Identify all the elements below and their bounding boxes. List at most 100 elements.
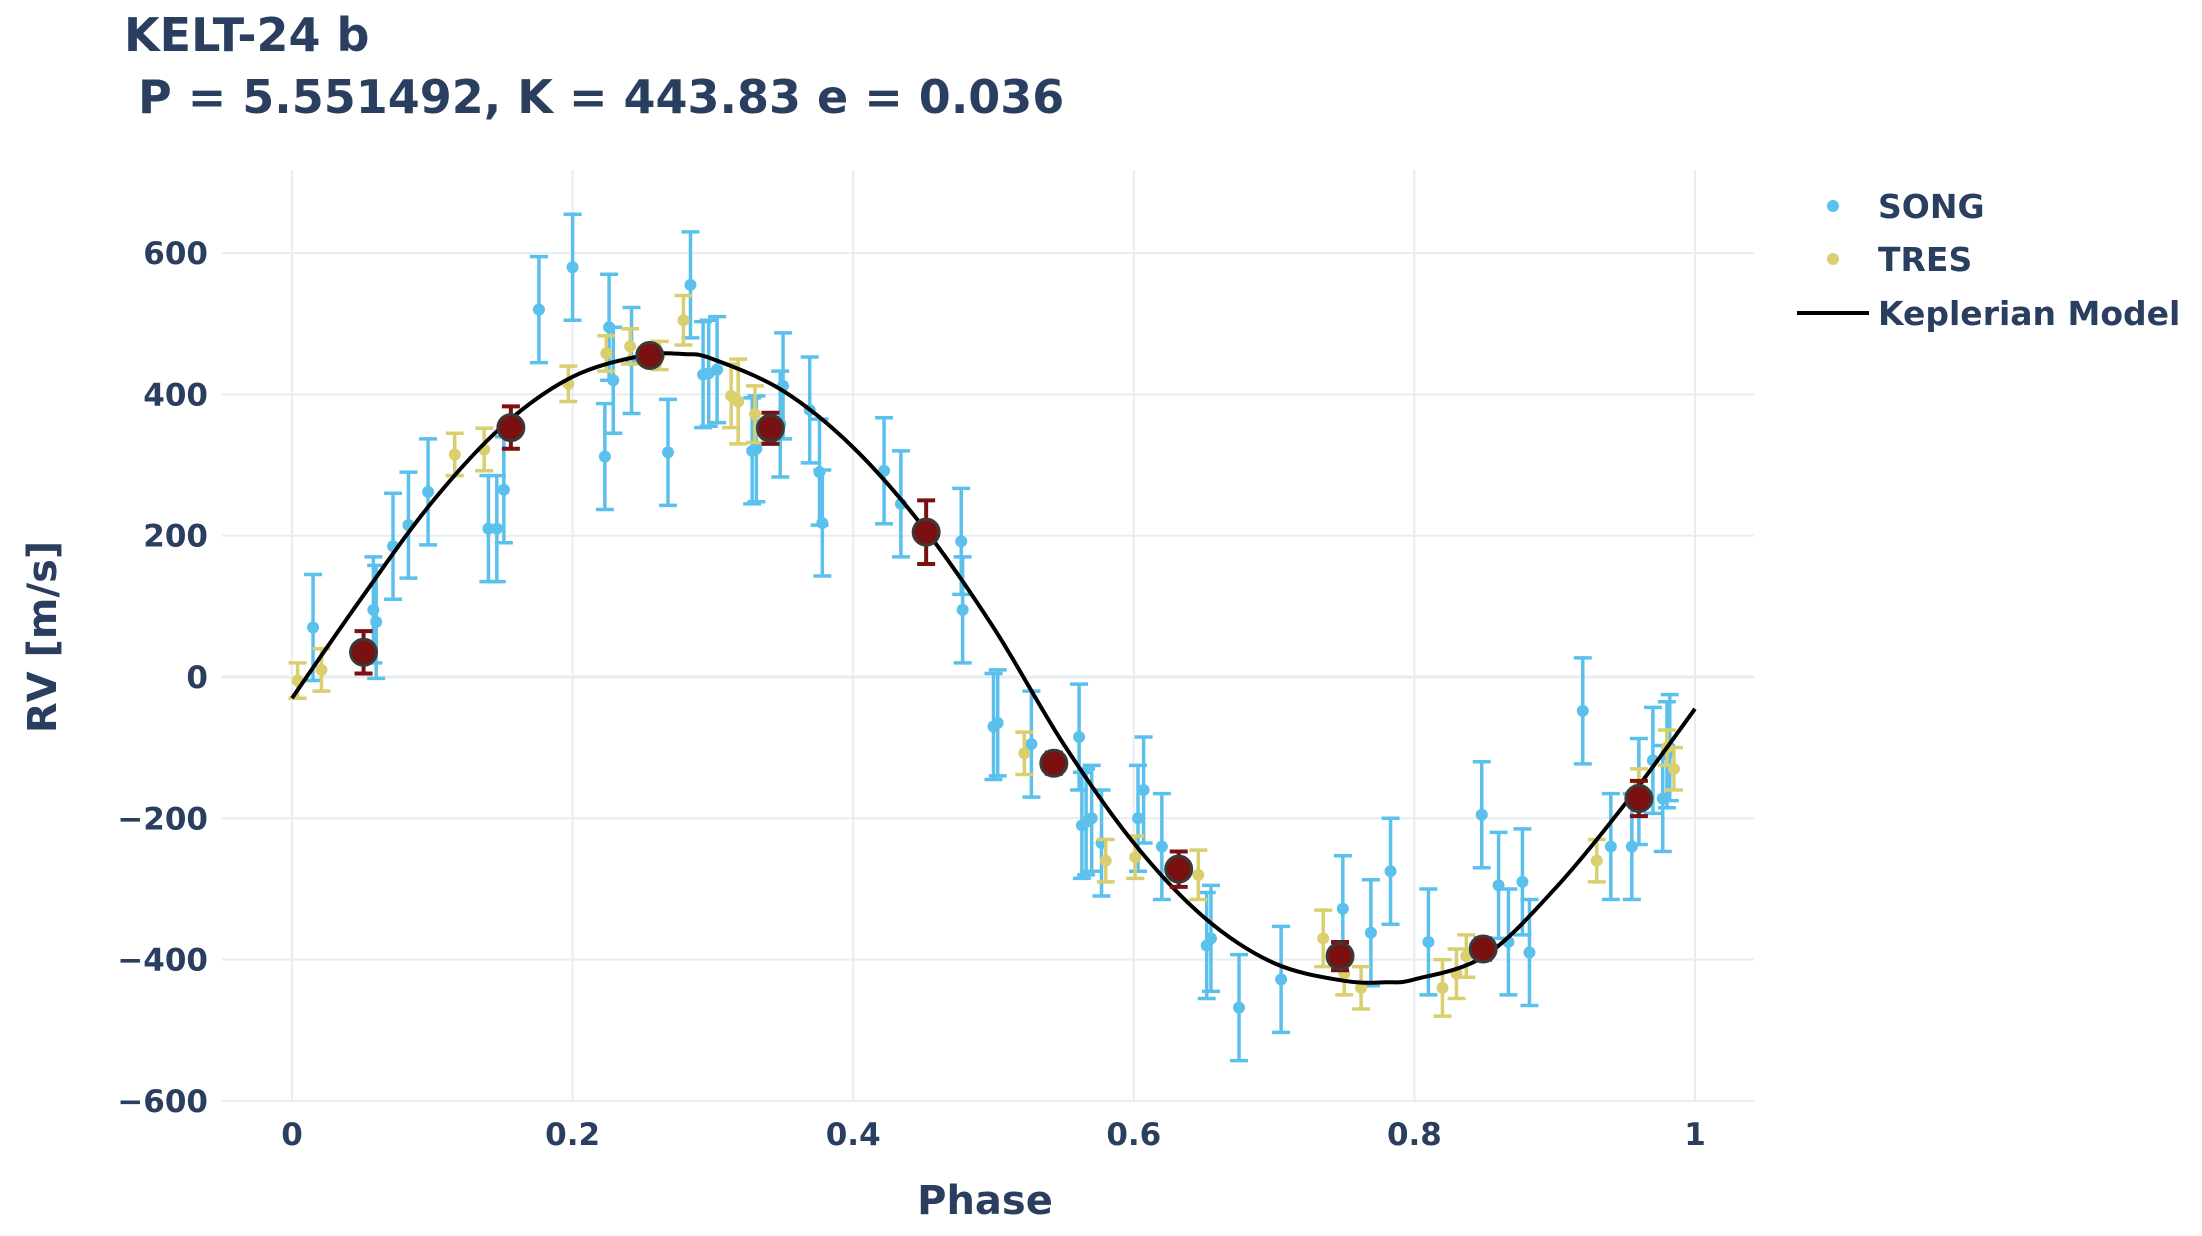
song-point [988,668,1007,778]
song-point-marker [1137,784,1150,797]
song-point-marker [991,716,1004,729]
song-point-marker [422,485,435,498]
tres-point-marker [315,663,328,676]
song-point-marker [497,483,510,496]
song-point-marker [1204,932,1217,945]
song-point [1489,830,1508,941]
song-point [681,230,700,340]
song-point [367,563,386,681]
tres-point [445,431,464,478]
y-tick-label: 600 [143,236,208,272]
tres-point-marker [1355,981,1368,994]
song-point [604,325,623,436]
binned-marker [496,413,526,443]
x-tick-label: 0 [281,1117,303,1153]
song-point [953,555,972,665]
song-point-marker [1275,973,1288,986]
tres-point-marker [1129,851,1142,864]
binned-point [1039,748,1069,778]
song-point-marker [711,363,724,376]
song-point [1573,656,1592,766]
song-point-marker [1475,808,1488,821]
binned-marker [349,637,379,667]
y-tick-label: 400 [143,377,208,413]
binned-marker [1164,854,1194,884]
binned-point [1164,849,1194,889]
legend-model-label: Keplerian Model [1878,294,2180,333]
song-point [1472,760,1491,870]
legend-tres-marker [1827,253,1839,265]
tres-point [1664,745,1683,792]
song-point-marker [955,535,968,548]
grid-lines [222,170,1754,1102]
legend-song-marker [1827,200,1839,212]
y-tick-label: 200 [143,519,208,555]
tres-point-marker [624,340,637,353]
song-point [1201,883,1220,994]
y-tick-labels: 600 400 200 0 −200 −400 −600 [117,236,208,1120]
song-point-marker [816,516,829,529]
song-point-marker [1132,812,1145,825]
y-tick-label: −600 [117,1084,208,1120]
x-tick-labels: 0 0.2 0.4 0.6 0.8 1 [281,1117,1706,1153]
x-tick-label: 0.6 [1106,1117,1161,1153]
song-point-marker [684,278,697,291]
binned-point [755,410,785,446]
x-tick-label: 0.4 [826,1117,881,1153]
song-point [1381,816,1400,927]
song-point-marker [607,374,620,387]
binned-point [1624,778,1654,819]
legend: SONG TRES Keplerian Model [1797,187,2180,333]
tres-point [1126,834,1145,881]
keplerian-model-line [290,351,1697,985]
song-point-marker [307,621,320,634]
song-point-marker [1025,738,1038,751]
chart-title: KELT-24 b [124,8,370,62]
song-point [487,473,506,584]
song-point-marker [490,522,503,535]
tres-point [674,293,693,347]
song-point [595,401,614,512]
y-tick-label: 0 [186,660,208,696]
tres-point [1433,957,1452,1018]
binned-marker [1039,748,1069,778]
song-point-marker [750,442,763,455]
x-tick-label: 0.2 [545,1117,600,1153]
model-series [290,351,1697,985]
song-point-marker [482,522,495,535]
song-point-marker [1625,840,1638,853]
tres-point-marker [600,347,613,360]
song-point [1361,878,1380,988]
song-point [1152,791,1171,902]
song-point-marker [1073,731,1086,744]
song-point [1601,791,1620,902]
tres-point [1457,933,1476,980]
tres-point-marker [1192,868,1205,881]
song-point-marker [370,615,383,628]
y-tick-label: −200 [117,801,208,837]
song-point-marker [1364,926,1377,939]
chart-subtitle: P = 5.551492, K = 443.83 e = 0.036 [138,70,1065,124]
tres-point-marker [677,314,690,327]
binned-marker [755,413,785,443]
tres-point-marker [732,395,745,408]
y-tick-label: −400 [117,943,208,979]
song-point-marker [1384,865,1397,878]
song-point [529,254,548,365]
song-point-marker [1336,902,1349,915]
tres-point [729,357,748,446]
song-series [304,212,1679,1063]
tres-point-marker [448,448,461,461]
song-point [708,314,727,425]
song-point [419,437,438,547]
song-point-marker [598,450,611,463]
binned-point [1325,939,1355,973]
song-point-marker [566,261,579,274]
song-point-marker [1523,946,1536,959]
tres-point-marker [1099,854,1112,867]
song-point-marker [532,303,545,316]
tres-point [1352,964,1371,1011]
x-tick-label: 0.8 [1387,1117,1442,1153]
binned-point [496,404,526,451]
